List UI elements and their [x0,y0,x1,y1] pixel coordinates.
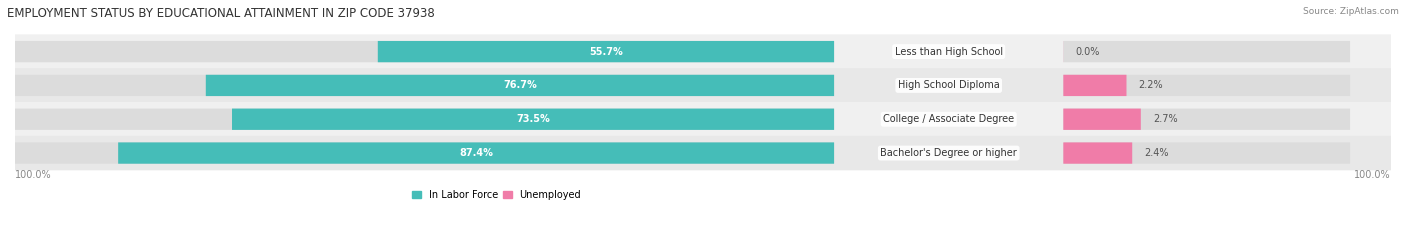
Text: High School Diploma: High School Diploma [898,80,1000,90]
FancyBboxPatch shape [1063,75,1126,96]
FancyBboxPatch shape [1063,142,1132,164]
FancyBboxPatch shape [15,41,834,62]
FancyBboxPatch shape [15,68,1391,103]
FancyBboxPatch shape [1063,142,1350,164]
FancyBboxPatch shape [1063,109,1140,130]
FancyBboxPatch shape [15,136,1391,170]
FancyBboxPatch shape [15,142,834,164]
FancyBboxPatch shape [15,75,834,96]
Text: 100.0%: 100.0% [15,170,52,180]
Text: Bachelor's Degree or higher: Bachelor's Degree or higher [880,148,1017,158]
FancyBboxPatch shape [15,102,1391,137]
Text: Less than High School: Less than High School [894,47,1002,57]
Legend: In Labor Force, Unemployed: In Labor Force, Unemployed [408,186,585,204]
FancyBboxPatch shape [1063,41,1350,62]
FancyBboxPatch shape [1063,75,1350,96]
FancyBboxPatch shape [205,75,834,96]
FancyBboxPatch shape [15,109,834,130]
FancyBboxPatch shape [378,41,834,62]
FancyBboxPatch shape [15,34,1391,69]
Text: 76.7%: 76.7% [503,80,537,90]
Text: 2.7%: 2.7% [1153,114,1178,124]
Text: Source: ZipAtlas.com: Source: ZipAtlas.com [1303,7,1399,16]
Text: 0.0%: 0.0% [1076,47,1099,57]
Text: College / Associate Degree: College / Associate Degree [883,114,1014,124]
Text: 73.5%: 73.5% [516,114,550,124]
Text: 55.7%: 55.7% [589,47,623,57]
Text: 100.0%: 100.0% [1354,170,1391,180]
Text: 2.2%: 2.2% [1139,80,1163,90]
Text: 2.4%: 2.4% [1144,148,1168,158]
FancyBboxPatch shape [232,109,834,130]
Text: EMPLOYMENT STATUS BY EDUCATIONAL ATTAINMENT IN ZIP CODE 37938: EMPLOYMENT STATUS BY EDUCATIONAL ATTAINM… [7,7,434,20]
FancyBboxPatch shape [118,142,834,164]
Text: 87.4%: 87.4% [460,148,494,158]
FancyBboxPatch shape [1063,109,1350,130]
